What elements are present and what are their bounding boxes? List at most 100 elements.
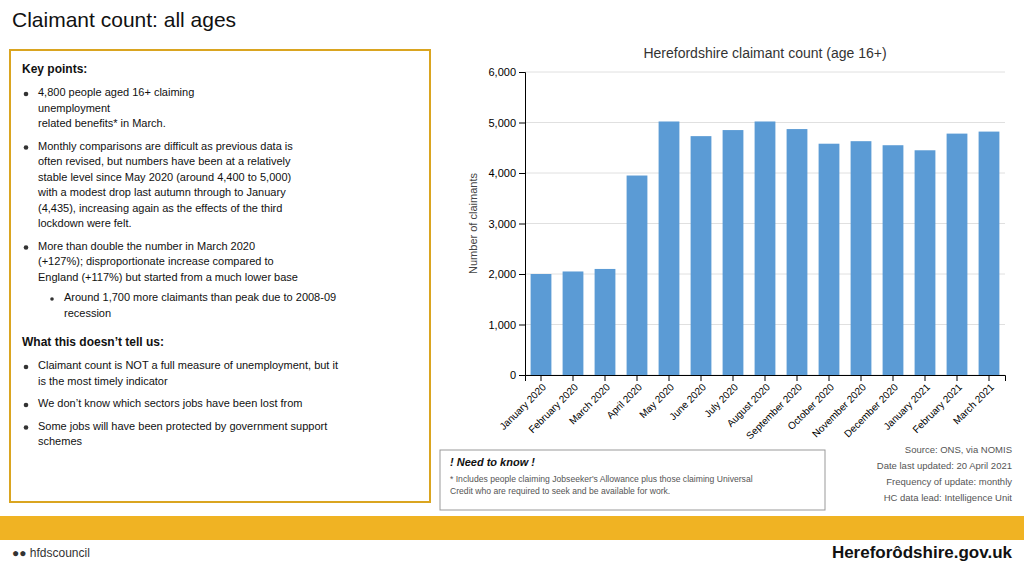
tick-label: 0 xyxy=(510,369,516,381)
bar xyxy=(851,141,872,375)
panel-header: What this doesn’t tell us: xyxy=(22,335,164,349)
bar xyxy=(819,144,840,375)
annotation-line: unemployment xyxy=(38,102,110,114)
annotation-line: Credit who are required to seek and be a… xyxy=(450,486,670,496)
x-tick: February 2020 xyxy=(526,375,580,435)
annotation-line: Frequency of update: monthly xyxy=(886,476,1012,487)
bullet xyxy=(24,92,29,97)
y-tick: 2,000 xyxy=(488,268,525,280)
annotation-line: often revised, but numbers have been at … xyxy=(38,155,291,167)
x-tick: March 2021 xyxy=(951,375,996,426)
bullet xyxy=(24,365,29,370)
annotation-line: Claimant count: all ages xyxy=(12,8,236,31)
bar xyxy=(691,136,712,375)
tick-mark xyxy=(519,224,525,225)
bar xyxy=(787,129,808,375)
tick-mark xyxy=(669,375,670,381)
x-tick: March 2020 xyxy=(567,375,612,426)
bar xyxy=(979,132,1000,375)
annotation-line: stable level since May 2020 (around 4,40… xyxy=(38,171,291,183)
bar xyxy=(627,176,648,375)
x-tick: December 2020 xyxy=(842,375,900,439)
annotation-line: Around 1,700 more claimants than peak du… xyxy=(64,291,336,303)
x-axis: January 2020February 2020March 2020April… xyxy=(497,375,1005,441)
tick-mark xyxy=(765,375,766,381)
y-tick: 3,000 xyxy=(488,218,525,230)
y-axis: 0 1,000 2,000 3,000 4,000 5,000 6,000 xyxy=(488,66,525,381)
annotation-line: England (+117%) but started from a much … xyxy=(38,271,298,283)
bullet-text: We don’t know which sectors jobs have be… xyxy=(38,397,303,409)
x-tick: November 2020 xyxy=(810,375,868,439)
footer-bar xyxy=(0,516,1024,540)
annotation-line: lockdown were felt. xyxy=(38,217,132,229)
y-axis-title: Number of claimants xyxy=(467,173,479,274)
bullet-text: Monthly comparisons are difficult as pre… xyxy=(37,140,293,230)
tick-label: December 2020 xyxy=(842,381,900,439)
tick-label: June 2020 xyxy=(667,381,708,422)
bullet-text: Claimant count is NOT a full measure of … xyxy=(38,359,338,387)
bar xyxy=(723,130,744,375)
y-tick: 6,000 xyxy=(488,66,525,78)
tick-mark xyxy=(701,375,702,381)
annotation-line: ! Need to know ! xyxy=(450,456,535,468)
source-text: HC data lead: Intelligence Unit xyxy=(884,492,1013,503)
annotation-line: Monthly comparisons are difficult as pre… xyxy=(38,140,293,152)
bar xyxy=(563,271,584,375)
annotation-line: recession xyxy=(64,307,111,319)
footer-site: Hereforôdshire.gov.uk xyxy=(832,543,1013,562)
annotation-line: Claimant count is NOT a full measure of … xyxy=(38,359,338,371)
annotation-line: (+127%); disproportionate increase compa… xyxy=(38,255,274,267)
annotation-line: is the most timely indicator xyxy=(38,375,168,387)
annotation-line: Some jobs will have been protected by go… xyxy=(38,420,327,432)
bullet xyxy=(24,145,29,150)
bar xyxy=(531,274,552,375)
x-tick: September 2020 xyxy=(744,375,804,441)
tick-mark xyxy=(925,375,926,381)
tick-mark xyxy=(989,375,990,381)
tick-mark xyxy=(637,375,638,381)
annotation-line: ●● hfdscouncil xyxy=(12,546,90,560)
tick-mark xyxy=(519,325,525,326)
bar xyxy=(659,121,680,375)
bar xyxy=(595,269,616,375)
key-points-panel xyxy=(10,50,430,502)
x-tick: June 2020 xyxy=(667,375,708,422)
tick-mark xyxy=(829,375,830,381)
tick-label: 4,000 xyxy=(488,167,516,179)
source-text: Source: ONS, via NOMIS xyxy=(905,444,1012,455)
bullet xyxy=(24,403,29,408)
annotation-line: * Includes people claiming Jobseeker's A… xyxy=(450,474,753,484)
x-tick: February 2021 xyxy=(910,375,964,435)
tick-label: February 2021 xyxy=(910,381,964,435)
bar xyxy=(755,121,776,375)
y-tick: 4,000 xyxy=(488,167,525,179)
tick-label: 6,000 xyxy=(488,66,516,78)
bullet xyxy=(24,425,29,430)
tick-label: February 2020 xyxy=(526,381,580,435)
y-tick: 0 xyxy=(510,369,525,381)
tick-mark xyxy=(733,375,734,381)
tick-mark xyxy=(957,375,958,381)
bullet-text: Some jobs will have been protected by go… xyxy=(38,420,327,448)
tick-mark xyxy=(541,375,542,381)
annotation-line: Hereforôdshire.gov.uk xyxy=(832,543,1013,562)
tick-mark xyxy=(605,375,606,381)
bullet-text: Around 1,700 more claimants than peak du… xyxy=(64,291,336,319)
grid-line xyxy=(525,72,1005,73)
tick-label: 1,000 xyxy=(488,319,516,331)
bar xyxy=(947,134,968,375)
tick-label: April 2020 xyxy=(604,381,644,421)
source-text: Date last updated: 20 April 2021 xyxy=(877,460,1012,471)
annotation-line: schemes xyxy=(38,435,83,447)
source-text: Frequency of update: monthly xyxy=(886,476,1012,487)
annotation-line: 4,800 people aged 16+ claiming xyxy=(38,86,194,98)
tick-mark xyxy=(519,123,525,124)
need-to-know-box xyxy=(440,450,825,510)
annotation-line: with a modest drop last autumn through t… xyxy=(37,186,286,198)
annotation-line: Date last updated: 20 April 2021 xyxy=(877,460,1012,471)
tick-label: March 2020 xyxy=(567,381,612,426)
chart-title: Herefordshire claimant count (age 16+) xyxy=(643,45,886,61)
tick-mark xyxy=(797,375,798,381)
annotation-line: We don’t know which sectors jobs have be… xyxy=(38,397,303,409)
tick-label: 5,000 xyxy=(488,117,516,129)
